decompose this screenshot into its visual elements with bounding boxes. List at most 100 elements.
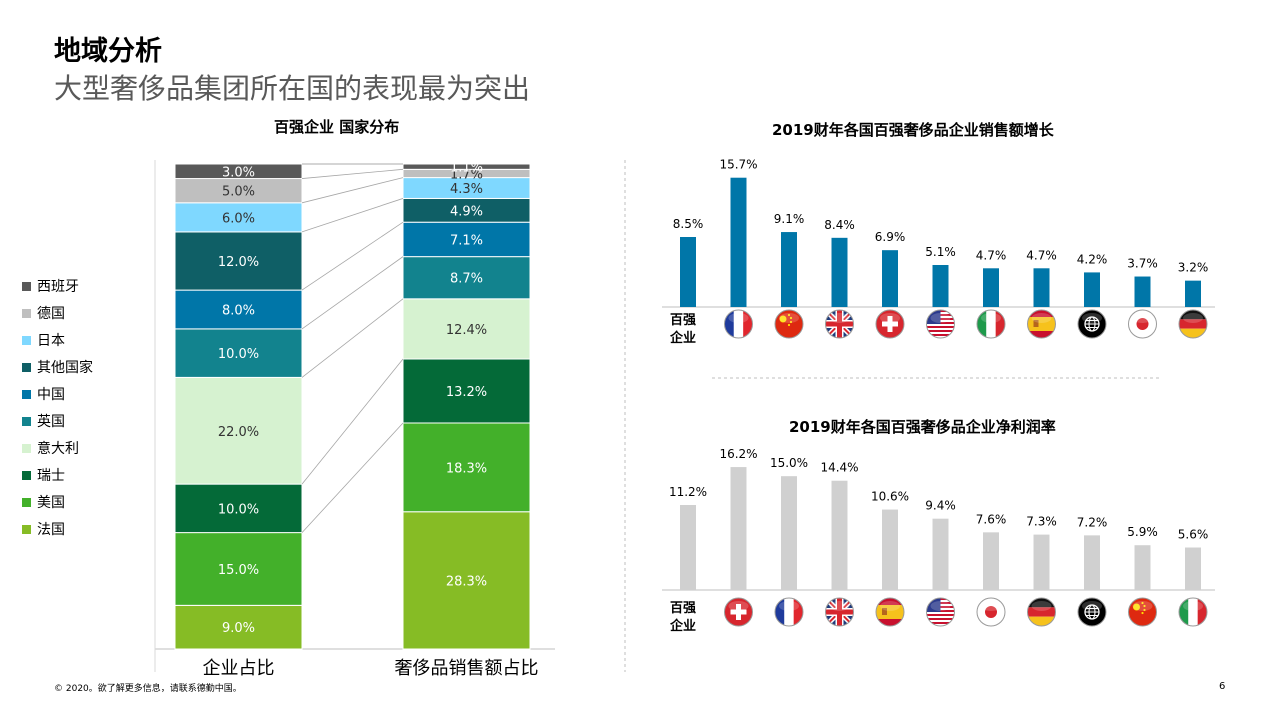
segment-value-label: 1.1% — [450, 161, 483, 176]
category-label: 企业占比 — [203, 658, 275, 679]
bar-value-label: 10.6% — [871, 490, 909, 504]
germany-flag-icon — [1178, 309, 1208, 339]
legend-item: 美国 — [22, 492, 65, 512]
bar — [882, 509, 898, 590]
bar-value-label: 16.2% — [719, 447, 757, 461]
stacked-segment — [174, 178, 303, 204]
bar — [730, 177, 747, 307]
stacked-segment — [174, 202, 303, 233]
spain-flag-icon — [875, 597, 905, 627]
bar — [781, 476, 797, 590]
uk-flag-icon — [825, 309, 854, 339]
bar-value-label: 4.7% — [1026, 248, 1057, 262]
bar-value-label: 3.7% — [1127, 257, 1158, 271]
connector-line — [301, 422, 404, 533]
legend-label: 日本 — [37, 333, 65, 349]
segment-value-label: 13.2% — [446, 385, 487, 400]
bar-value-label: 15.0% — [770, 456, 808, 470]
segment-value-label: 28.3% — [446, 574, 487, 589]
segment-value-label: 9.0% — [222, 621, 255, 636]
bar-value-label: 7.6% — [976, 512, 1007, 526]
connector-line — [301, 198, 404, 233]
bar — [1084, 535, 1100, 590]
legend-swatch — [22, 389, 31, 399]
bar-value-label: 11.2% — [669, 485, 707, 499]
stacked-segment — [402, 358, 531, 424]
segment-value-label: 4.3% — [450, 182, 483, 197]
segment-value-label: 18.3% — [446, 461, 487, 476]
stacked-segment — [174, 289, 303, 330]
legend-label: 中国 — [37, 387, 65, 403]
switzerland-flag-icon — [724, 597, 753, 627]
stacked-segment — [174, 532, 303, 606]
legend-swatch — [22, 308, 31, 318]
japan-flag-icon — [1128, 309, 1157, 339]
bar-value-label: 5.1% — [925, 245, 956, 259]
growth-row-label: 百强 企业 — [670, 312, 696, 348]
bar — [781, 232, 797, 307]
bar — [983, 268, 999, 307]
stacked-segment — [402, 511, 531, 650]
spain-flag-icon — [1027, 309, 1056, 339]
globe-icon — [1077, 309, 1107, 339]
margin-row-label: 百强 企业 — [670, 600, 696, 636]
bar-value-label: 4.7% — [976, 248, 1007, 262]
bar-value-label: 5.9% — [1127, 525, 1158, 539]
globe-icon — [1077, 597, 1107, 627]
legend-label: 意大利 — [37, 441, 79, 457]
legend-label: 瑞士 — [37, 468, 65, 484]
bar-value-label: 9.1% — [774, 212, 805, 226]
legend-label: 英国 — [37, 414, 65, 430]
stacked-segment — [174, 231, 303, 291]
bar — [1033, 268, 1050, 307]
legend-item: 日本 — [22, 330, 65, 350]
segment-value-label: 12.0% — [218, 255, 259, 270]
segment-value-label: 8.7% — [450, 272, 483, 287]
legend-label: 西班牙 — [37, 279, 79, 295]
bar — [882, 250, 898, 307]
segment-value-label: 4.9% — [450, 204, 483, 219]
bar-value-label: 14.4% — [820, 461, 858, 475]
legend-swatch — [22, 416, 31, 426]
bar — [1185, 280, 1201, 307]
segment-value-label: 8.0% — [222, 304, 255, 319]
germany-flag-icon — [1027, 597, 1056, 627]
bar — [1185, 547, 1201, 590]
france-flag-icon — [774, 597, 804, 627]
stacked-chart-title: 百强企业 国家分布 — [274, 118, 400, 136]
copyright-footer: © 2020。欲了解更多信息，请联系德勤中国。 — [54, 684, 242, 694]
legend-label: 其他国家 — [37, 360, 93, 376]
bar-value-label: 7.2% — [1077, 515, 1108, 529]
stacked-bar-chart: 9.0% 15.0% 10.0% 22.0% 10.0% 8.0% 12.0% 6.0% 5.0… — [154, 160, 555, 679]
connector-line — [301, 256, 404, 330]
stacked-segment — [174, 376, 303, 485]
france-flag-icon — [724, 309, 753, 339]
usa-flag-icon — [926, 597, 955, 627]
segment-value-label: 3.0% — [222, 165, 255, 180]
legend-item: 西班牙 — [22, 276, 79, 296]
bar — [831, 480, 848, 590]
segment-value-label: 10.0% — [218, 347, 259, 362]
bar-value-label: 8.5% — [673, 217, 704, 231]
category-label: 奢侈品销售额占比 — [395, 658, 539, 679]
bar — [1134, 276, 1151, 307]
bar — [1134, 545, 1151, 590]
legend-swatch — [22, 524, 31, 534]
connector-line — [301, 177, 404, 204]
legend-swatch — [22, 443, 31, 453]
bar — [932, 518, 949, 590]
segment-value-label: 1.7% — [450, 167, 483, 182]
segment-value-label: 10.0% — [218, 502, 259, 517]
margin-row-label-line1: 百强 — [670, 601, 697, 616]
bar-value-label: 5.6% — [1178, 528, 1209, 542]
margin-chart-title: 2019财年各国百强奢侈品企业净利润率 — [789, 418, 1056, 436]
stacked-segment — [174, 328, 303, 378]
bar — [831, 237, 848, 307]
legend-item: 中国 — [22, 384, 65, 404]
connector-line — [301, 298, 404, 378]
stacked-segment — [174, 163, 303, 180]
bar-value-label: 4.2% — [1077, 252, 1108, 266]
china-flag-icon — [774, 309, 804, 339]
